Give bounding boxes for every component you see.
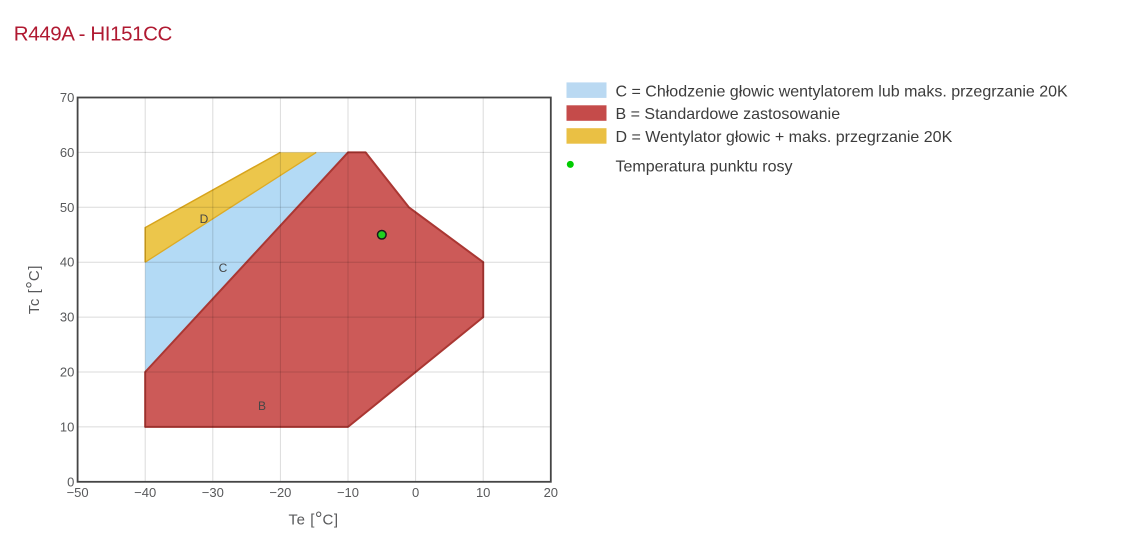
svg-text:−10: −10: [337, 485, 359, 500]
svg-text:D = Wentylator głowic + maks.: D = Wentylator głowic + maks. przegrzani…: [616, 129, 953, 146]
svg-text:0: 0: [412, 485, 419, 500]
svg-text:60: 60: [60, 145, 74, 160]
svg-text:10: 10: [60, 419, 74, 434]
svg-text:70: 70: [60, 90, 74, 105]
svg-text:−30: −30: [202, 485, 224, 500]
svg-text:−50: −50: [67, 485, 89, 500]
svg-text:30: 30: [60, 310, 74, 325]
svg-text:C: C: [219, 261, 228, 275]
svg-text:R449A - HI151CC: R449A - HI151CC: [14, 23, 173, 46]
svg-text:10: 10: [476, 485, 490, 500]
svg-text:50: 50: [60, 200, 74, 215]
svg-text:20: 20: [60, 365, 74, 380]
svg-text:Te [°C]: Te [°C]: [289, 509, 339, 530]
svg-text:40: 40: [60, 255, 74, 270]
svg-text:−40: −40: [134, 485, 156, 500]
svg-text:0: 0: [67, 474, 74, 489]
svg-text:B: B: [258, 399, 266, 413]
svg-text:C = Chłodzenie głowic wentylat: C = Chłodzenie głowic wentylatorem lub m…: [616, 83, 1069, 100]
svg-text:B = Standardowe zastosowanie: B = Standardowe zastosowanie: [616, 106, 841, 123]
svg-text:Tc [°C]: Tc [°C]: [24, 265, 45, 314]
svg-text:−20: −20: [269, 485, 291, 500]
svg-text:20: 20: [544, 485, 558, 500]
svg-text:Temperatura punktu rosy: Temperatura punktu rosy: [616, 158, 793, 175]
svg-text:D: D: [200, 212, 209, 226]
